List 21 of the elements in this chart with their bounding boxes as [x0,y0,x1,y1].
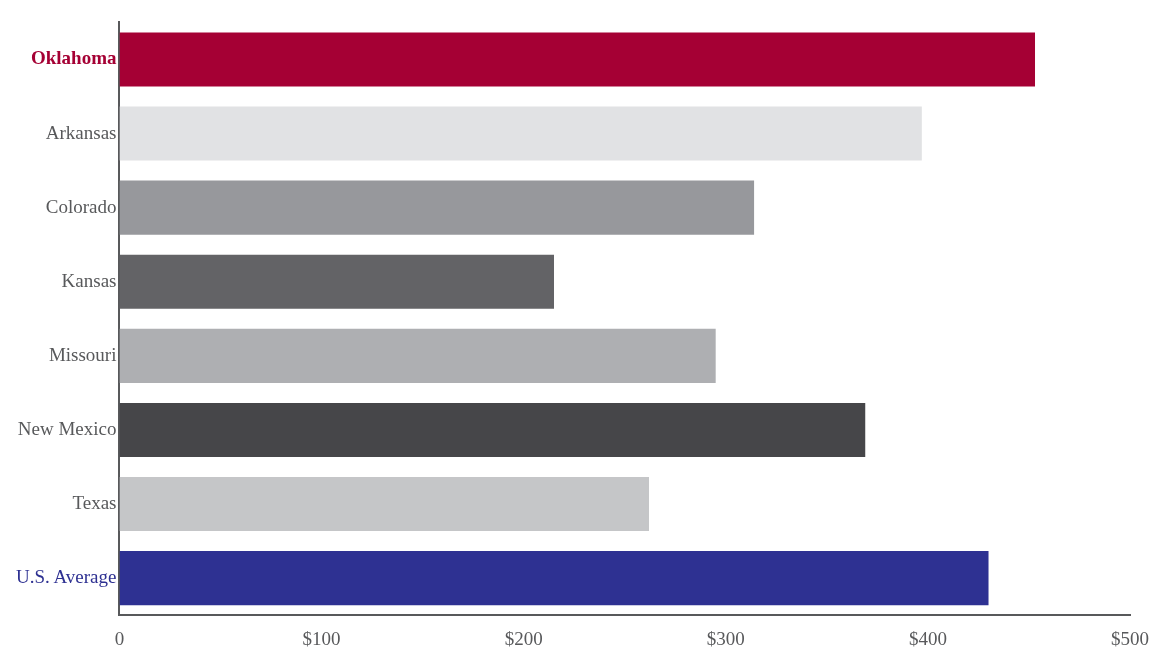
x-tick-label: $200 [504,627,543,649]
y-tick-label: Missouri [48,343,117,365]
y-tick-label: Kansas [61,269,117,291]
bar [119,180,755,235]
bar [119,106,922,161]
x-tick-label: $300 [706,627,745,649]
bar [119,328,716,383]
y-tick-label: Oklahoma [30,47,117,69]
x-tick-label: $400 [908,627,947,649]
x-tick-label: 0 [114,627,125,649]
y-tick-label: Colorado [45,195,117,217]
bar [119,402,866,457]
bar [119,32,1036,87]
bar [119,477,649,532]
y-tick-label: U.S. Average [16,566,117,588]
y-tick-label: Arkansas [45,121,117,143]
x-tick-label: $500 [1111,627,1149,649]
y-tick-label: Texas [72,492,117,514]
bar [119,551,989,606]
y-tick-label: New Mexico [17,417,117,439]
x-tick-label: $100 [302,627,341,649]
